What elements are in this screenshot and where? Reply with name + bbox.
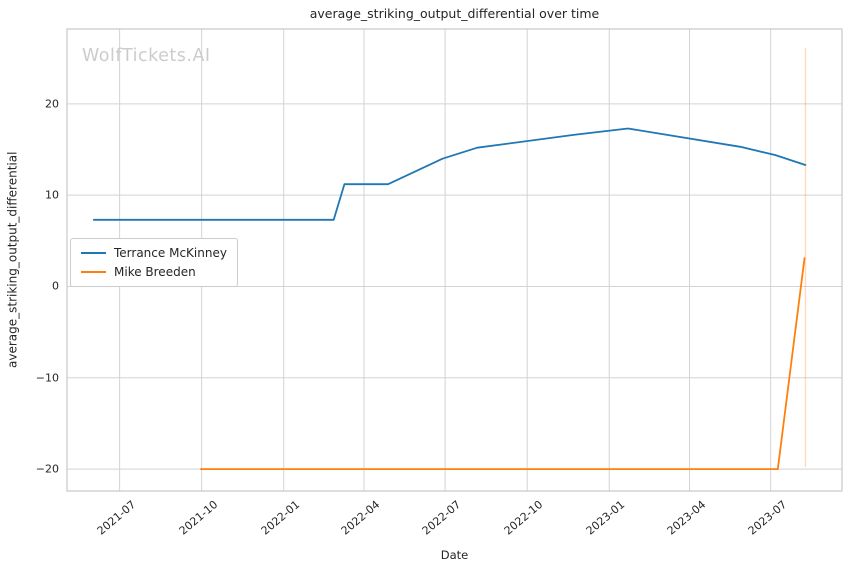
series-line-1 xyxy=(92,127,807,221)
legend-line-sample xyxy=(81,252,106,254)
y-tick-label: 0 xyxy=(52,279,59,293)
legend-item: Terrance McKinney xyxy=(81,246,227,260)
x-axis-label: Date xyxy=(440,548,469,562)
y-tick-label: 20 xyxy=(45,97,59,111)
watermark: WolfTickets.AI xyxy=(82,46,211,66)
series-line-2 xyxy=(199,257,806,471)
chart-title: average_striking_output_differential ove… xyxy=(309,6,600,21)
legend-line-sample xyxy=(81,271,106,273)
legend-label: Mike Breeden xyxy=(114,265,196,279)
y-tick-label: 10 xyxy=(45,188,59,202)
legend-item: Mike Breeden xyxy=(81,265,227,279)
plot-border xyxy=(66,28,843,492)
y-tick-label: −10 xyxy=(35,371,59,385)
legend-label: Terrance McKinney xyxy=(114,246,227,260)
y-tick-label: −20 xyxy=(35,462,59,476)
legend: Terrance McKinney Mike Breeden xyxy=(70,238,238,287)
